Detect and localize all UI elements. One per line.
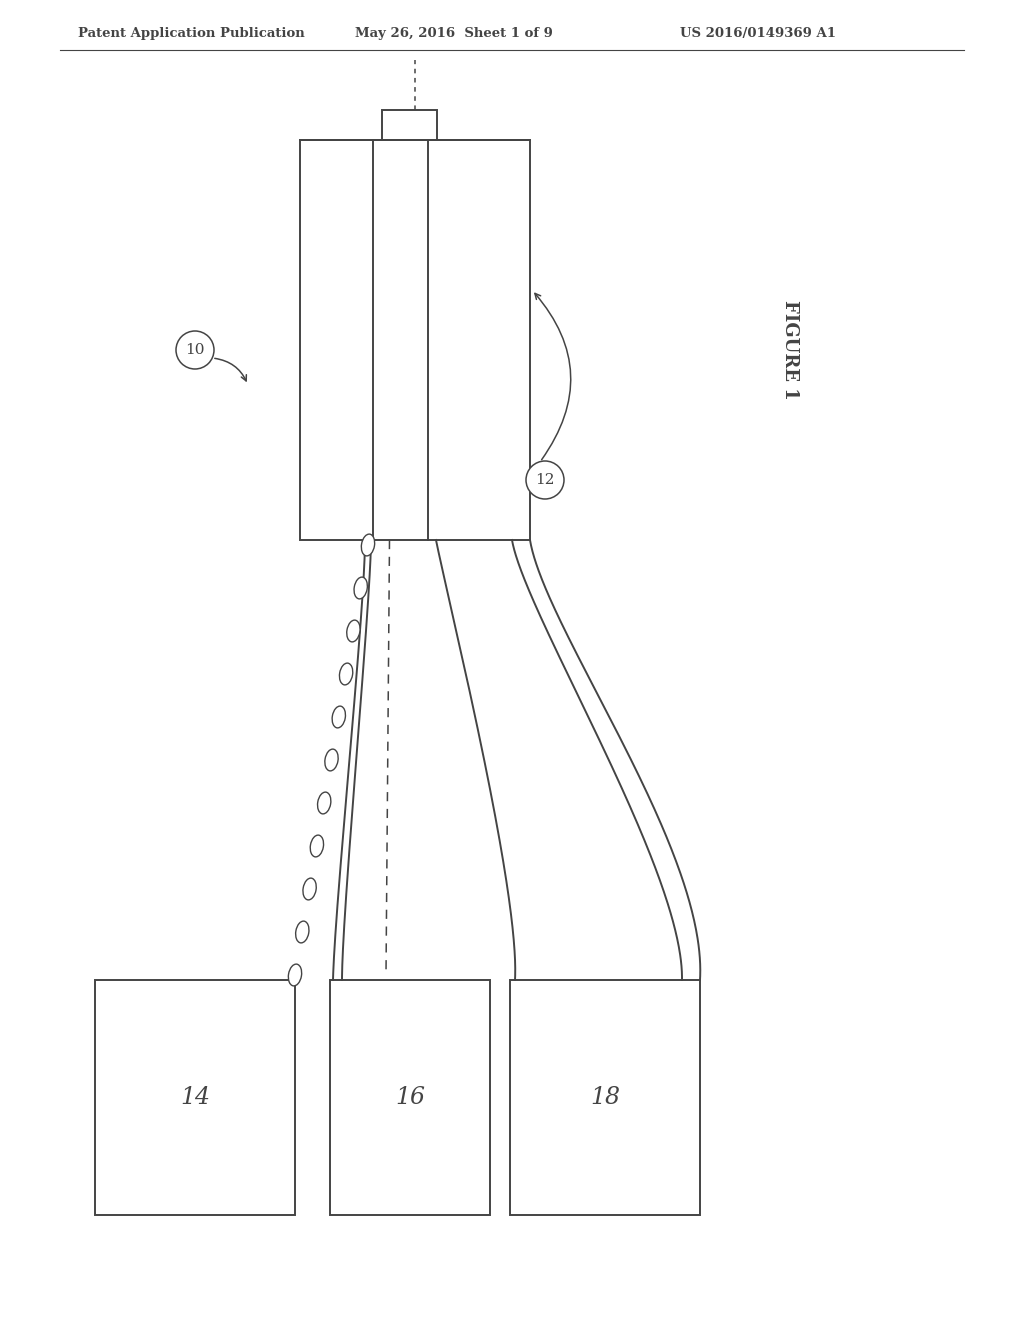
Text: 14: 14 (180, 1086, 210, 1109)
Circle shape (176, 331, 214, 370)
Bar (330, 979, 490, 1214)
Text: FIGURE 1: FIGURE 1 (781, 300, 799, 400)
Ellipse shape (289, 964, 302, 986)
Text: US 2016/0149369 A1: US 2016/0149369 A1 (680, 26, 836, 40)
Text: Patent Application Publication: Patent Application Publication (78, 26, 305, 40)
Circle shape (526, 461, 564, 499)
Text: 16: 16 (395, 1086, 425, 1109)
Text: 18: 18 (590, 1086, 620, 1109)
Ellipse shape (325, 750, 338, 771)
Ellipse shape (347, 620, 360, 642)
Ellipse shape (354, 577, 368, 599)
Ellipse shape (303, 878, 316, 900)
Ellipse shape (361, 535, 375, 556)
Bar (510, 979, 700, 1214)
Bar (95, 979, 295, 1214)
Ellipse shape (310, 836, 324, 857)
Ellipse shape (296, 921, 309, 942)
Text: 12: 12 (536, 473, 555, 487)
Bar (382, 110, 437, 140)
Ellipse shape (332, 706, 345, 727)
Ellipse shape (317, 792, 331, 814)
Text: May 26, 2016  Sheet 1 of 9: May 26, 2016 Sheet 1 of 9 (355, 26, 553, 40)
Text: 10: 10 (185, 343, 205, 356)
Ellipse shape (339, 663, 352, 685)
Bar (300, 140, 530, 540)
